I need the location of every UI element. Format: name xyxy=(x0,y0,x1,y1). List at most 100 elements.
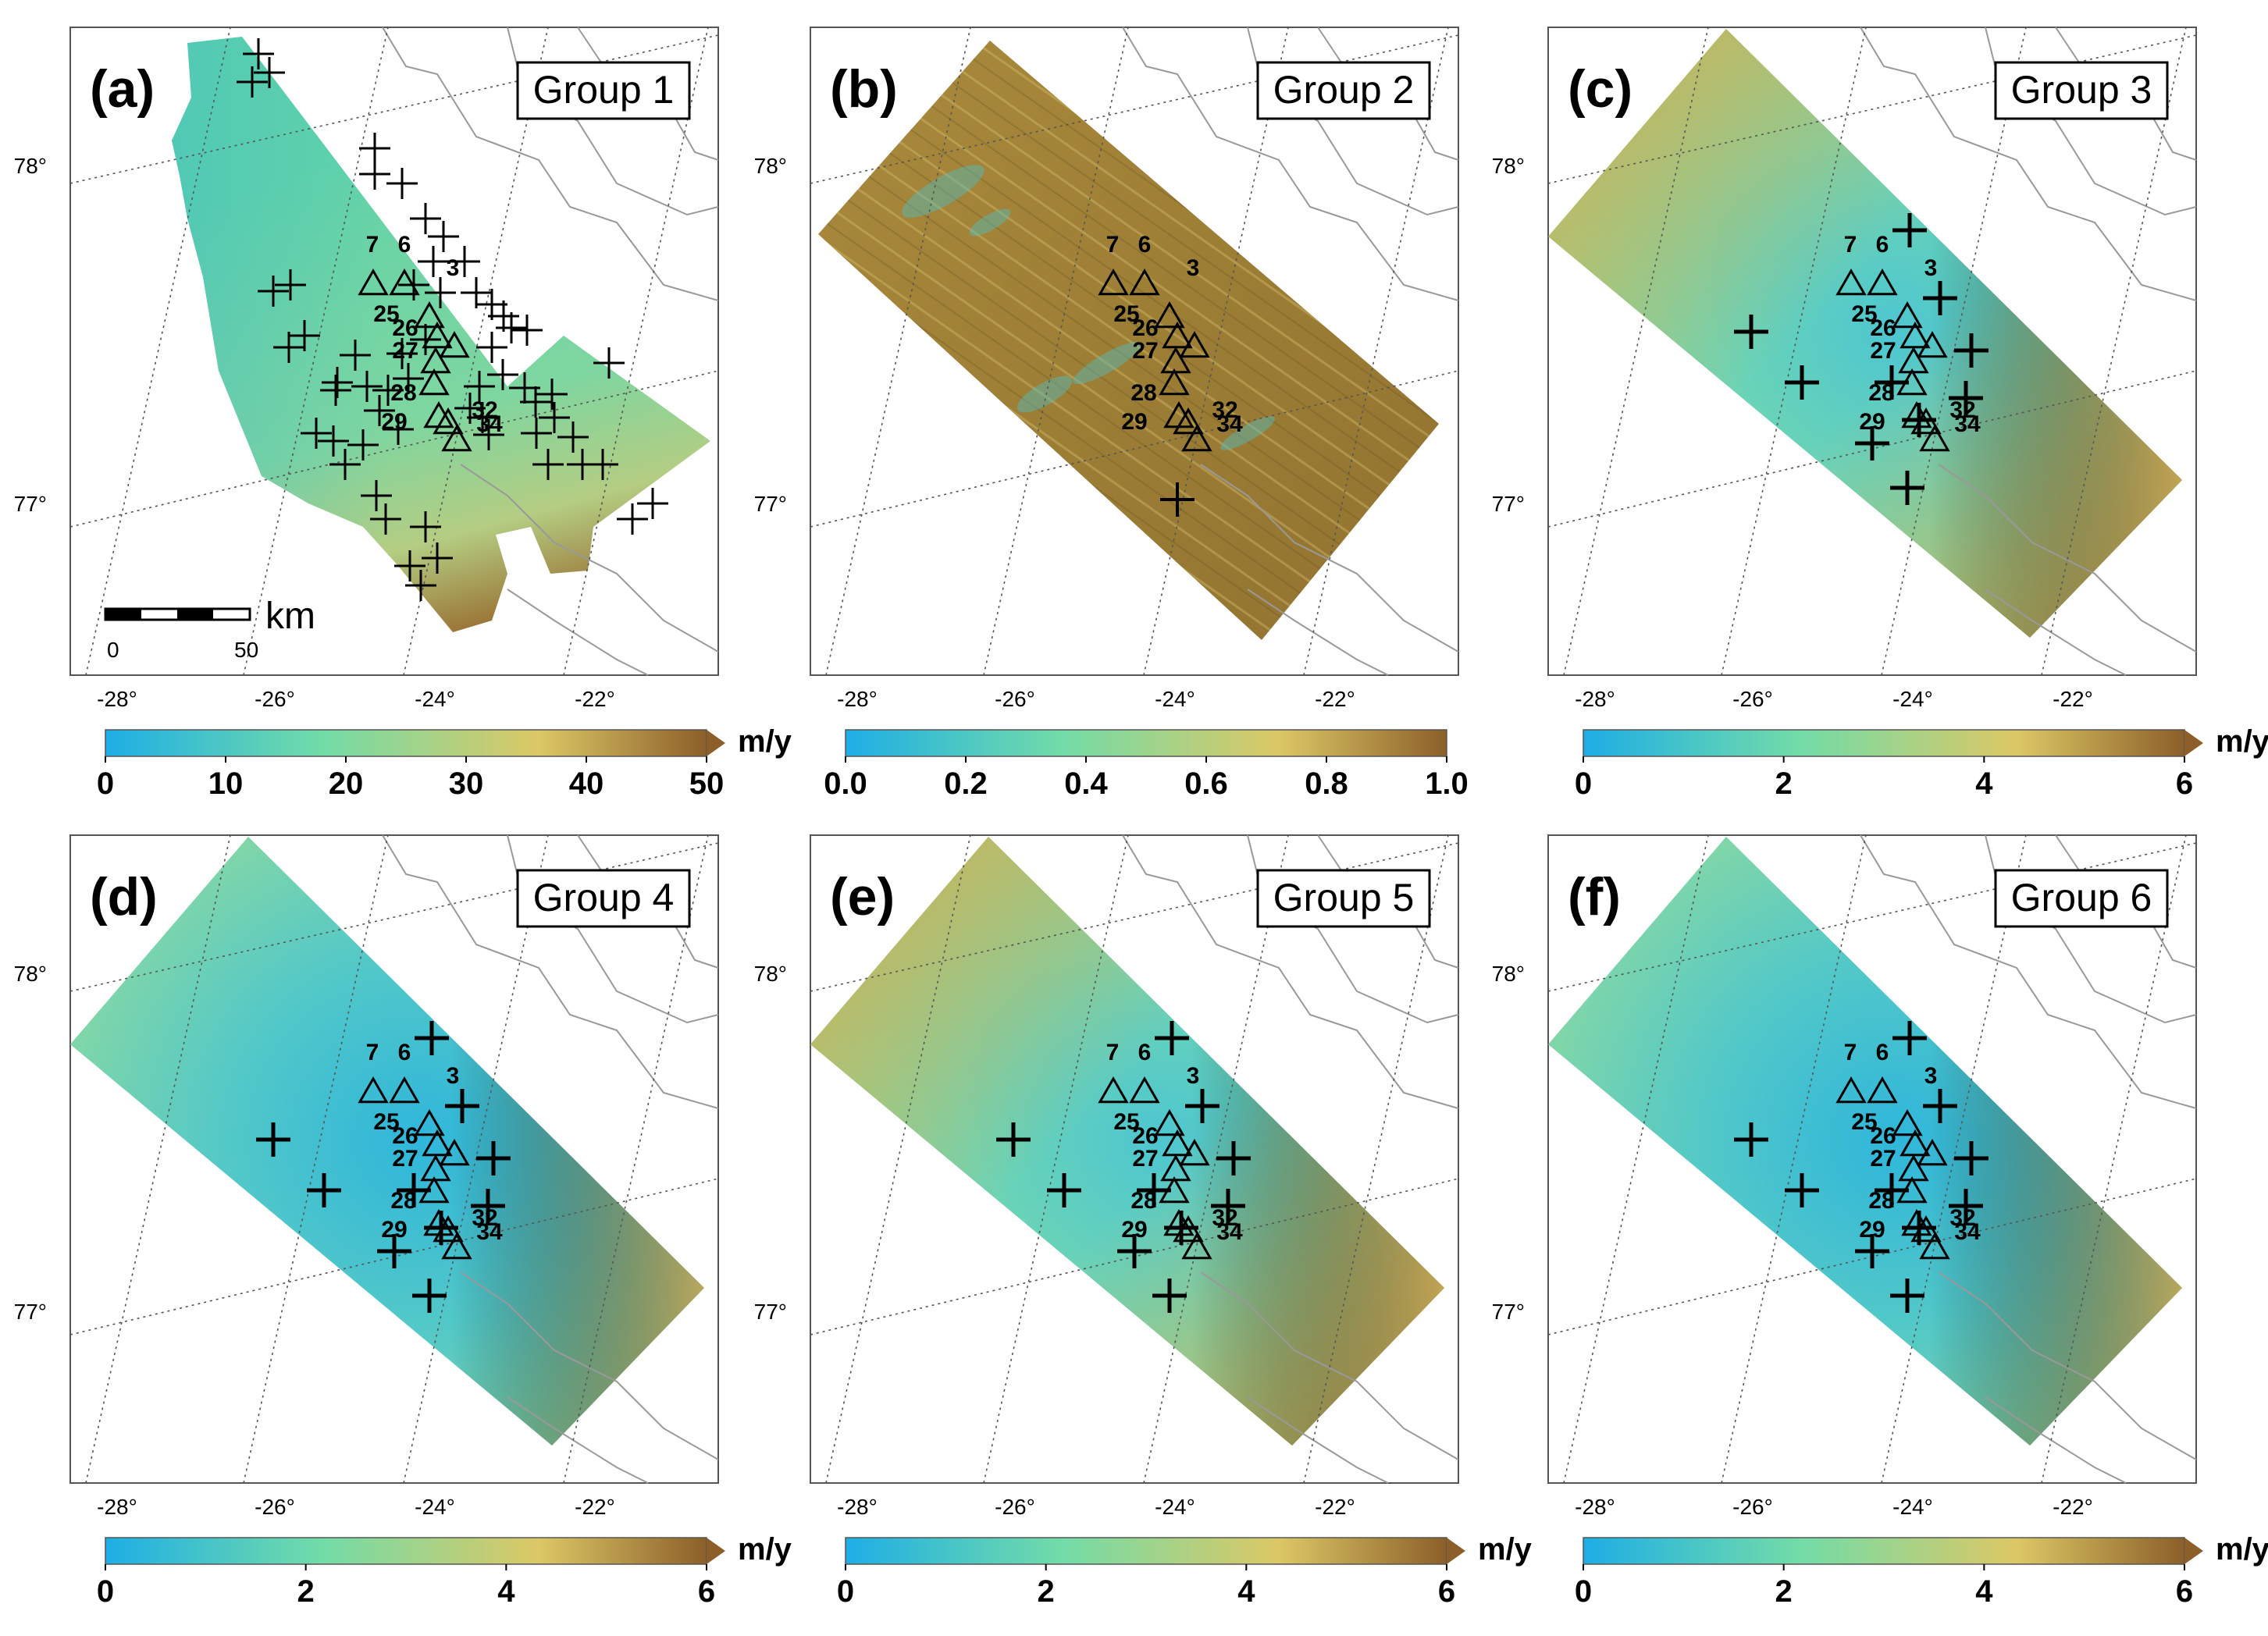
colorbar xyxy=(1583,1537,2185,1565)
station-label: 34 xyxy=(476,411,503,437)
colorbar-tick-label: 20 xyxy=(329,766,364,801)
colorbar-tick-label: 0.2 xyxy=(944,766,988,801)
group-label-box xyxy=(1256,869,1431,928)
longitude-gridline xyxy=(1143,834,1289,1484)
station-label: 26 xyxy=(1132,1123,1158,1149)
longitude-gridline xyxy=(1303,834,1449,1484)
colorbar-tick-label: 2 xyxy=(297,1574,315,1609)
station-label: 29 xyxy=(1859,409,1885,435)
longitude-label: -24° xyxy=(1155,687,1195,711)
longitude-label: -26° xyxy=(1732,1495,1773,1519)
station-label: 6 xyxy=(1138,232,1152,258)
velocity-field-corner xyxy=(1548,29,2182,638)
latitude-label: 77° xyxy=(14,1300,47,1324)
latitude-label: 77° xyxy=(1492,1300,1525,1324)
station-triangle xyxy=(1899,1129,1931,1157)
coastline xyxy=(1200,464,1459,653)
group-label: Group 4 xyxy=(533,876,675,919)
longitude-label: -24° xyxy=(415,1495,455,1519)
latitude-gridline xyxy=(1547,842,2197,992)
colorbar-tick-label: 4 xyxy=(1975,766,1993,801)
station-label: 27 xyxy=(392,338,418,364)
coastline xyxy=(1122,834,1459,1109)
station-triangle xyxy=(414,301,445,329)
station-triangle xyxy=(1919,424,1950,452)
longitude-gridline xyxy=(85,27,231,676)
colorbar-tick-label: 4 xyxy=(497,1574,515,1609)
station-triangle xyxy=(433,1215,464,1243)
station-label: 32 xyxy=(1949,397,1975,423)
station-label: 3 xyxy=(1187,255,1200,281)
station-triangle xyxy=(1896,368,1928,396)
station-label: 26 xyxy=(1870,315,1896,341)
latitude-gridline xyxy=(69,34,719,184)
station-label: 28 xyxy=(1868,1188,1894,1214)
station-triangle xyxy=(1867,268,1898,296)
colorbar-arrow xyxy=(1447,1538,1465,1564)
colorbar xyxy=(845,1537,1447,1565)
coastline xyxy=(1985,1396,2127,1484)
colorbar-tick-label: 2 xyxy=(1775,1574,1793,1609)
station-label: 6 xyxy=(1876,1040,1889,1065)
velocity-field-overlay xyxy=(172,37,710,632)
panel-f: (f) Group 678°77°-28° -26° -24° -22°7 6325262… xyxy=(1492,834,2268,1609)
longitude-gridline xyxy=(1563,834,1709,1484)
station-triangle xyxy=(1162,1129,1193,1157)
coastline xyxy=(507,589,649,676)
longitude-gridline xyxy=(1881,834,2027,1484)
latitude-label: 77° xyxy=(1492,492,1525,516)
colorbar-tick-label: 50 xyxy=(689,766,725,801)
station-label: 25 xyxy=(1113,301,1139,327)
longitude-label: -24° xyxy=(1892,687,1933,711)
group-label: Group 6 xyxy=(2011,876,2152,919)
station-label: 7 xyxy=(1844,1040,1857,1065)
station-triangle xyxy=(1154,1108,1185,1136)
station-label: 29 xyxy=(381,1217,407,1243)
longitude-label: -22° xyxy=(1315,687,1355,711)
latitude-label: 78° xyxy=(754,962,787,986)
colorbar-tick-label: 0 xyxy=(837,1574,854,1609)
colorbar-tick-label: 0.6 xyxy=(1184,766,1228,801)
velocity-field-corner xyxy=(70,837,704,1446)
station-triangle xyxy=(1129,1076,1160,1104)
colorbar-tick-label: 6 xyxy=(2176,1574,2193,1609)
station-label: 27 xyxy=(392,1146,418,1172)
colorbar-tick-label: 0 xyxy=(97,766,114,801)
latitude-gridline xyxy=(1547,34,2197,184)
longitude-label: -24° xyxy=(415,687,455,711)
colorbar-unit: m/y xyxy=(738,1532,792,1567)
station-triangle xyxy=(1835,1076,1867,1104)
latitude-gridline xyxy=(69,370,719,528)
longitude-gridline xyxy=(1721,834,1867,1484)
station-triangle xyxy=(389,268,420,296)
longitude-label: -28° xyxy=(1575,687,1615,711)
station-label: 6 xyxy=(398,1040,411,1065)
panel-tag: (a) xyxy=(90,59,155,119)
station-label: 7 xyxy=(1106,232,1120,258)
station-label: 34 xyxy=(1954,411,1981,437)
longitude-gridline xyxy=(243,834,389,1484)
colorbar-tick-label: 10 xyxy=(208,766,244,801)
longitude-label: -22° xyxy=(575,687,615,711)
station-label: 32 xyxy=(1212,397,1237,423)
station-triangle xyxy=(1896,1175,1928,1204)
longitude-label: -28° xyxy=(97,687,137,711)
longitude-label: -26° xyxy=(995,687,1035,711)
station-triangle xyxy=(1917,1138,1948,1166)
station-label: 7 xyxy=(366,232,379,258)
longitude-gridline xyxy=(403,27,549,676)
station-triangle xyxy=(1867,1076,1898,1104)
low-error-patch xyxy=(1017,375,1073,413)
longitude-label: -22° xyxy=(1315,1495,1355,1519)
station-triangle xyxy=(358,268,389,296)
station-label: 34 xyxy=(1216,1219,1243,1245)
panel-b: (b) Group 278°77°-28° -26° -24° -22°7 6325262… xyxy=(754,27,1469,801)
station-triangle xyxy=(1173,1215,1204,1243)
station-triangle xyxy=(433,407,464,435)
coastline xyxy=(1200,1271,1459,1460)
longitude-label: -28° xyxy=(837,1495,878,1519)
station-label: 27 xyxy=(1870,338,1896,364)
colorbar-arrow xyxy=(707,1538,725,1564)
latitude-gridline xyxy=(810,34,1459,184)
